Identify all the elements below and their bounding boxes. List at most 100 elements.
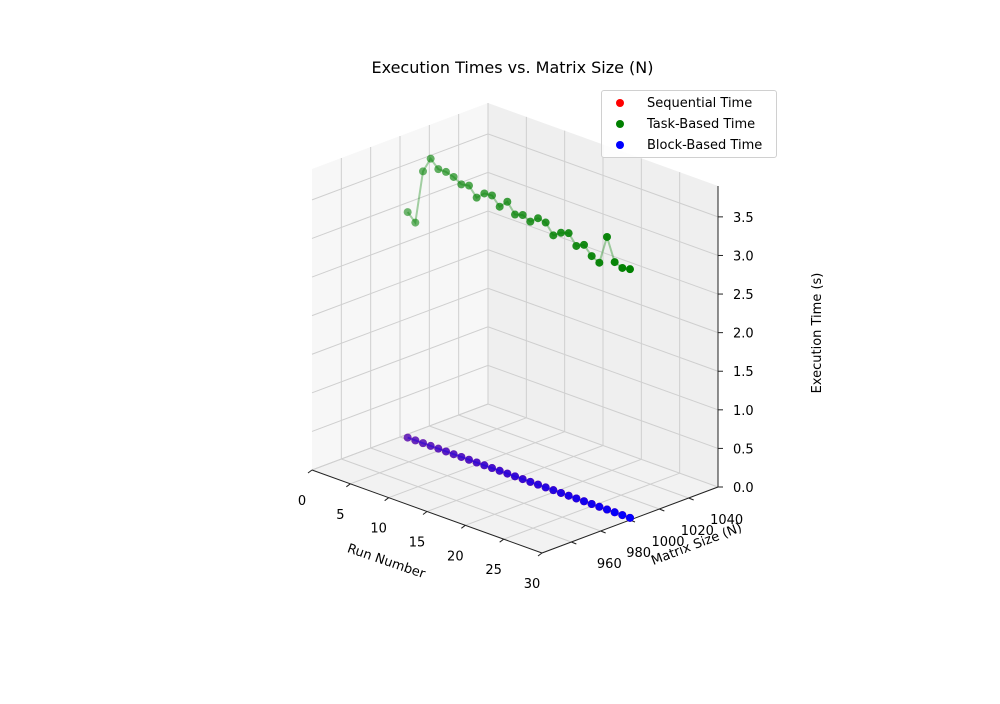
- x-tick-mark: [307, 469, 313, 474]
- x-tick-mark: [422, 511, 428, 515]
- legend-label-sequential: Sequential Time: [647, 95, 753, 111]
- data-point: [434, 165, 443, 174]
- legend-marker-block-based: [616, 141, 624, 149]
- data-point: [411, 436, 420, 445]
- data-point: [488, 464, 496, 473]
- x-tick-label: 10: [370, 522, 387, 537]
- data-point: [541, 218, 550, 227]
- data-point: [534, 480, 542, 489]
- y-tick-label: 980: [626, 546, 651, 561]
- data-point: [503, 197, 512, 206]
- data-point: [626, 265, 634, 274]
- data-point: [626, 513, 634, 522]
- data-point: [580, 240, 588, 249]
- x-tick-mark: [346, 483, 351, 488]
- legend-marker-sequential: [616, 99, 624, 107]
- z-tick-label: 3.5: [733, 211, 754, 226]
- x-tick-mark: [461, 524, 466, 529]
- z-axis-label: Execution Time (s): [810, 273, 825, 394]
- data-point: [457, 180, 466, 189]
- axis-panes: [312, 103, 718, 553]
- data-point: [449, 450, 458, 459]
- z-tick-label: 2.5: [733, 288, 754, 303]
- data-point: [403, 208, 412, 217]
- data-point: [572, 494, 581, 503]
- data-point: [580, 497, 588, 506]
- data-point: [503, 469, 512, 478]
- data-point: [549, 231, 558, 240]
- data-point: [534, 214, 542, 223]
- data-point: [618, 511, 627, 520]
- legend-label-task-based: Task-Based Time: [647, 116, 756, 132]
- legend: Sequential Time Task-Based Time Block-Ba…: [601, 90, 777, 158]
- series-task-based-time: [403, 154, 634, 274]
- data-point: [618, 263, 627, 272]
- y-tick-label: 1040: [710, 513, 743, 528]
- y-tick-label: 1000: [651, 535, 684, 550]
- x-tick-label: 25: [485, 563, 502, 578]
- grid-lines: [311, 103, 719, 554]
- data-point: [564, 229, 573, 238]
- data-point: [411, 218, 420, 227]
- x-tick-label: 20: [447, 549, 464, 564]
- data-point: [403, 433, 412, 442]
- data-point: [518, 475, 527, 484]
- y-tick-label: 960: [597, 557, 622, 572]
- data-point: [480, 189, 489, 198]
- data-point: [541, 483, 550, 492]
- data-point: [465, 181, 473, 190]
- data-point: [610, 508, 619, 517]
- data-point: [564, 491, 573, 500]
- data-point: [419, 167, 427, 176]
- data-point: [557, 488, 565, 497]
- y-gridline: [458, 114, 689, 499]
- z-tick-label: 0.0: [733, 481, 754, 496]
- data-point: [472, 458, 481, 467]
- z-tick-label: 1.5: [733, 365, 754, 380]
- y-gridline: [428, 125, 660, 510]
- data-point: [426, 154, 435, 163]
- data-point: [457, 452, 466, 461]
- data-point: [434, 444, 443, 453]
- data-point: [480, 461, 489, 470]
- x-tick-label: 0: [298, 494, 306, 509]
- data-point: [419, 439, 427, 448]
- y-tick-mark: [600, 530, 606, 534]
- data-point: [526, 217, 535, 226]
- data-point: [488, 191, 496, 200]
- data-point: [587, 252, 596, 261]
- data-point: [549, 486, 558, 495]
- data-point: [442, 167, 450, 176]
- data-point: [442, 447, 450, 456]
- data-point: [572, 241, 581, 250]
- legend-item-sequential: Sequential Time: [616, 94, 752, 112]
- data-point: [465, 455, 473, 464]
- data-point: [526, 477, 535, 486]
- legend-label-block-based: Block-Based Time: [647, 137, 763, 153]
- z-tick-label: 3.0: [733, 249, 754, 264]
- data-point: [426, 441, 435, 450]
- y-tick-mark: [571, 541, 577, 545]
- series-block-based-time: [403, 433, 634, 522]
- data-point: [518, 210, 527, 219]
- x-tick-label: 30: [524, 577, 541, 592]
- x-tick-label: 5: [336, 508, 344, 523]
- data-point: [557, 228, 565, 237]
- chart-title: Execution Times vs. Matrix Size (N): [371, 58, 654, 77]
- data-point: [495, 466, 504, 475]
- data-point: [595, 258, 604, 267]
- x-tick-mark: [537, 552, 543, 557]
- z-tick-label: 2.0: [733, 327, 754, 342]
- z-tick-label: 0.5: [733, 442, 754, 457]
- y-tick-label: 1020: [681, 524, 714, 539]
- y-gridline: [370, 147, 601, 532]
- data-point: [472, 193, 481, 202]
- x-tick-mark: [384, 497, 389, 502]
- data-point: [595, 502, 604, 511]
- data-point: [603, 505, 611, 514]
- x-tick-label: 15: [409, 536, 426, 551]
- data-point: [511, 472, 519, 481]
